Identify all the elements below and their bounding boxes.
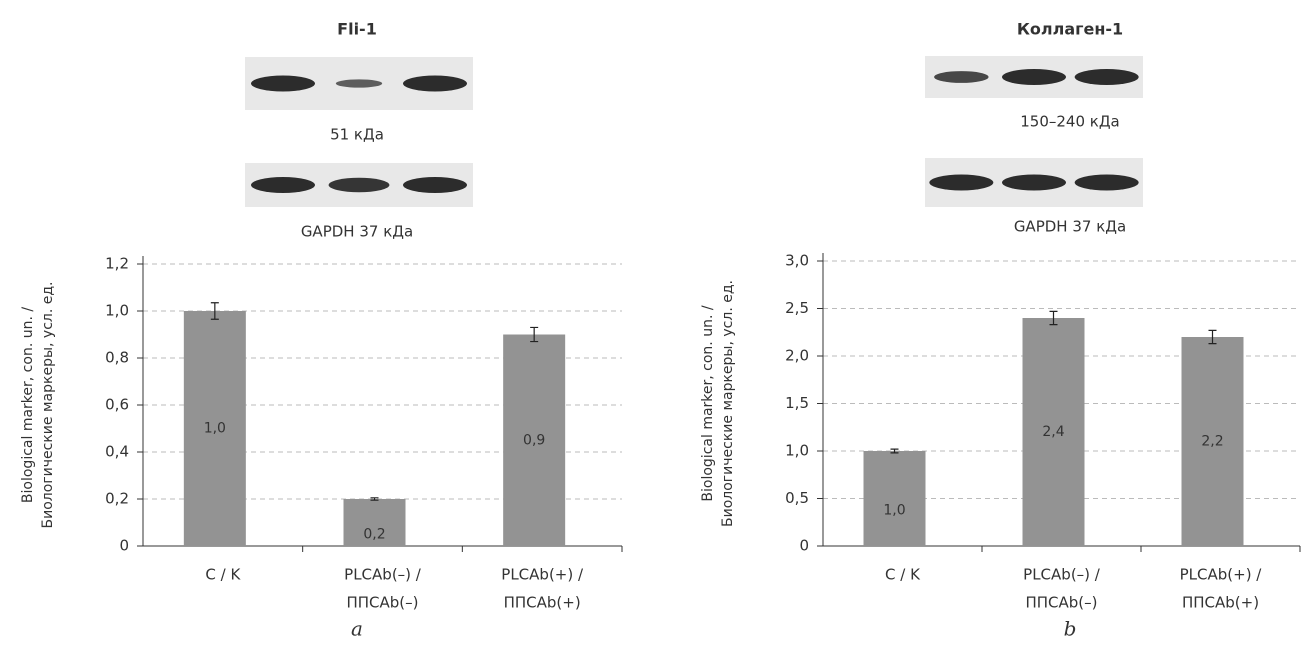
x-tick-label: C / K bbox=[885, 566, 921, 584]
blot-band bbox=[251, 177, 315, 193]
blot-band bbox=[929, 175, 993, 191]
y-axis-label: Biological marker, con. un. / bbox=[20, 307, 36, 503]
y-tick-label: 0,4 bbox=[105, 443, 129, 461]
blot-band bbox=[1075, 175, 1139, 191]
x-tick-label: C / K bbox=[205, 566, 241, 584]
y-tick-label: 1,0 bbox=[105, 302, 129, 320]
y-tick-label: 0,5 bbox=[785, 489, 809, 507]
blot-band bbox=[1002, 175, 1066, 191]
x-tick-label: ППСAb(+) bbox=[1182, 594, 1259, 612]
value-label: 2,4 bbox=[1042, 424, 1064, 440]
blot-band bbox=[1075, 69, 1139, 85]
value-label: 1,0 bbox=[883, 503, 905, 519]
panel-label: b bbox=[1064, 617, 1077, 641]
blot-label: GAPDH 37 кДа bbox=[301, 223, 413, 241]
y-tick-label: 0,2 bbox=[105, 490, 129, 508]
value-label: 2,2 bbox=[1201, 434, 1223, 450]
panel-label: a bbox=[351, 617, 363, 641]
y-tick-label: 3,0 bbox=[785, 252, 809, 270]
y-tick-label: 1,2 bbox=[105, 255, 129, 273]
blot-label: 150–240 кДа bbox=[1020, 113, 1120, 131]
y-tick-label: 2,5 bbox=[785, 299, 809, 317]
blot-band bbox=[329, 178, 390, 193]
y-tick-label: 0 bbox=[119, 537, 129, 555]
y-axis-label: Biological marker, con. un. / bbox=[700, 305, 716, 501]
x-tick-label: PLCAb(–) / bbox=[1023, 566, 1101, 584]
y-tick-label: 1,0 bbox=[785, 442, 809, 460]
y-tick-label: 1,5 bbox=[785, 394, 809, 412]
y-axis-label: Биологические маркеры, усл. ед. bbox=[720, 280, 736, 527]
x-tick-label: PLCAb(+) / bbox=[1180, 566, 1263, 584]
x-tick-label: ППСAb(–) bbox=[346, 594, 418, 612]
y-tick-label: 0,8 bbox=[105, 349, 129, 367]
y-tick-label: 0,6 bbox=[105, 396, 129, 414]
blot-band bbox=[403, 177, 467, 193]
blot-title: Fli-1 bbox=[337, 20, 377, 39]
value-label: 0,2 bbox=[363, 527, 385, 543]
x-tick-label: PLCAb(+) / bbox=[501, 566, 584, 584]
blot-band bbox=[1002, 69, 1066, 85]
value-label: 0,9 bbox=[523, 432, 545, 448]
y-axis-label: Биологические маркеры, усл. ед. bbox=[40, 282, 56, 529]
y-tick-label: 0 bbox=[799, 537, 809, 555]
blot-title: Коллаген-1 bbox=[1017, 20, 1123, 39]
figure: Fli-1 51 кДа GAPDH 37 кДа 0 0,2 0,4 0,6 0,8 1,0 1… bbox=[0, 0, 1305, 646]
blot-label: GAPDH 37 кДа bbox=[1014, 218, 1126, 236]
blot-band bbox=[251, 76, 315, 92]
blot-band bbox=[934, 71, 988, 83]
x-tick-label: ППСAb(+) bbox=[504, 594, 581, 612]
y-tick-label: 2,0 bbox=[785, 347, 809, 365]
bar bbox=[864, 451, 926, 546]
blot-label: 51 кДа bbox=[330, 126, 384, 144]
value-label: 1,0 bbox=[204, 421, 226, 437]
blot-band bbox=[336, 79, 382, 87]
x-tick-label: ППСAb(–) bbox=[1025, 594, 1097, 612]
x-tick-label: PLCAb(–) / bbox=[344, 566, 422, 584]
blot-band bbox=[403, 76, 467, 92]
